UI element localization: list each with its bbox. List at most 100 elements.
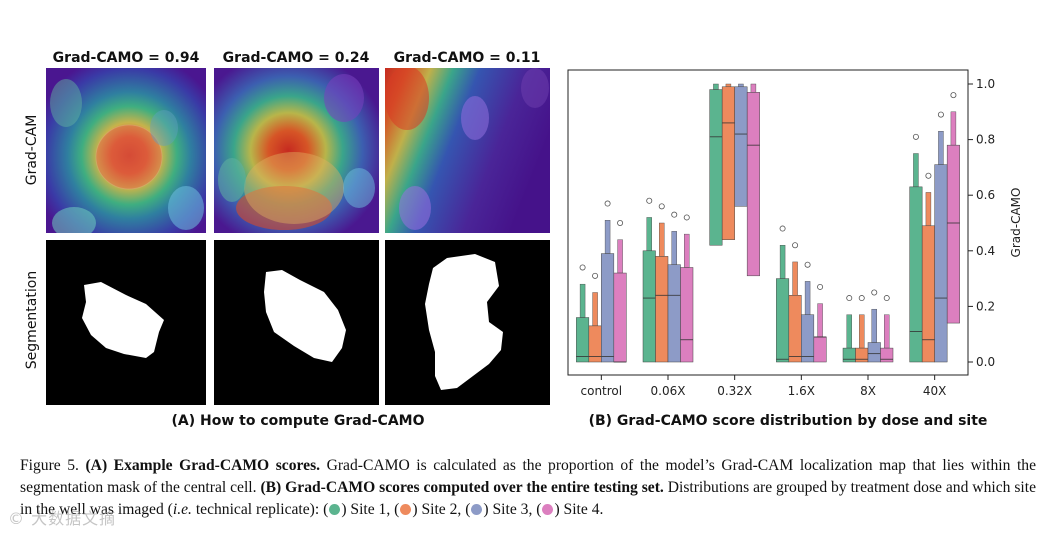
site1-color-dot (329, 504, 341, 515)
outlier-point (604, 200, 611, 207)
figure-caption: Figure 5. (A) Example Grad-CAMO scores. … (20, 455, 1036, 521)
outlier-point (658, 203, 665, 210)
boxen-box (601, 253, 615, 363)
site2-color-dot (400, 504, 412, 515)
row-label-gradcam: Grad-CAM (24, 114, 40, 186)
gradcam-map-2 (214, 68, 379, 233)
x-tick-label: 0.32X (717, 384, 752, 398)
gradcam-map-3 (385, 68, 550, 233)
x-tick-label: 1.6X (788, 384, 815, 398)
boxen-tail (738, 83, 744, 87)
score-label-3: Grad-CAMO = 0.11 (393, 50, 541, 66)
y-axis-label: Grad-CAMO (1009, 188, 1023, 258)
boxen-box (776, 278, 790, 363)
outlier-point (937, 111, 944, 118)
boxen-box (788, 295, 802, 363)
boxen-tail (792, 261, 798, 296)
boxen-box (909, 186, 923, 363)
x-tick-label: control (581, 384, 623, 398)
y-tick-label: 0.4 (976, 244, 995, 258)
caption-site1: ) Site 1, ( (341, 501, 400, 518)
outlier-point (817, 283, 824, 290)
outlier-point (912, 133, 919, 140)
boxen-box (813, 336, 827, 363)
boxen-box (842, 347, 856, 363)
boxen-tail (779, 245, 786, 279)
grad-camo-boxen-chart: 0.0 0.2 0.4 0.6 0.8 1.0 Grad-CAMO control 0.06X 0… (567, 69, 1023, 398)
boxen-tail (713, 83, 719, 90)
boxen-tail (884, 314, 890, 349)
boxen-tail (579, 283, 586, 318)
gradcam-heatmap-2 (214, 68, 379, 233)
boxen-box (642, 250, 656, 363)
boxen-tail (684, 233, 690, 268)
boxen-tail (938, 131, 944, 165)
outlier-point (646, 197, 653, 204)
boxen-box (946, 144, 960, 324)
boxen-tail (913, 153, 919, 188)
outlier-point (579, 264, 586, 271)
caption-b-text-2: technical replicate): ( (191, 501, 329, 518)
boxen-box (721, 86, 735, 240)
outlier-point (671, 211, 678, 218)
boxen-box (880, 347, 894, 363)
outlier-point (592, 272, 599, 279)
caption-site2: ) Site 2, ( (412, 501, 471, 518)
mask-shape-2 (264, 270, 346, 362)
outlier-point (617, 219, 624, 226)
caption-ie: i.e. (172, 501, 192, 518)
caption-b-text-1: Distributions are grouped by treatment d… (20, 479, 1036, 518)
outlier-point (925, 172, 932, 179)
segmentation-mask-2 (214, 240, 379, 405)
y-tick-label: 0.2 (976, 299, 995, 313)
mask-shape-1 (82, 282, 164, 358)
boxen-tail (846, 314, 852, 349)
caption-a-text: Grad-CAMO is calculated as the proportio… (20, 457, 1037, 496)
outlier-point (858, 295, 865, 302)
boxen-tail (950, 111, 957, 146)
outlier-point (792, 242, 799, 249)
boxen-tail (592, 292, 598, 327)
outlier-point (804, 261, 811, 268)
watermark: © 大数据文摘 (8, 509, 117, 528)
boxen-box (921, 225, 935, 363)
boxen-box (734, 86, 748, 207)
segmentation-mask-3 (385, 240, 550, 405)
boxen-box (613, 272, 627, 363)
panel-b-caption: (B) Grad-CAMO score distribution by dose… (588, 413, 988, 429)
boxen-tail (671, 231, 677, 265)
segmentation-mask-1 (46, 240, 206, 405)
x-tick-label: 8X (860, 384, 876, 398)
boxen-box (867, 342, 881, 363)
boxen-tail (925, 192, 932, 226)
outlier-point (779, 225, 786, 232)
outlier-point (883, 295, 890, 302)
gradcam-heatmap-3 (385, 68, 550, 233)
boxen-tail (750, 83, 757, 93)
panel-a-caption: (A) How to compute Grad-CAMO (171, 413, 425, 429)
x-tick-label: 0.06X (651, 384, 686, 398)
boxen-tail (859, 314, 865, 349)
caption-a-heading: (A) Example Grad-CAMO scores. (85, 457, 321, 474)
boxen-box (801, 314, 815, 363)
site4-color-dot (542, 504, 554, 515)
boxen-tail (871, 308, 877, 343)
caption-site4: ) Site 4. (554, 501, 604, 518)
y-tick-label: 0.6 (976, 188, 995, 202)
boxen-tail (817, 303, 823, 338)
gradcam-heatmap-1 (46, 68, 206, 233)
boxen-box (746, 92, 760, 277)
boxen-box (576, 317, 590, 363)
boxen-tail (604, 220, 611, 254)
boxen-box (680, 267, 694, 363)
boxen-box (709, 89, 723, 246)
caption-b-heading: (B) Grad-CAMO scores computed over the e… (260, 479, 664, 496)
caption-site3: ) Site 3, ( (483, 501, 542, 518)
outlier-point (846, 295, 853, 302)
boxen-tail (646, 217, 652, 252)
boxen-tail (804, 281, 811, 315)
caption-fig-label: Figure 5. (20, 457, 79, 474)
mask-shape-3 (425, 254, 503, 390)
boxen-tail (617, 239, 623, 274)
outlier-point (683, 214, 690, 221)
